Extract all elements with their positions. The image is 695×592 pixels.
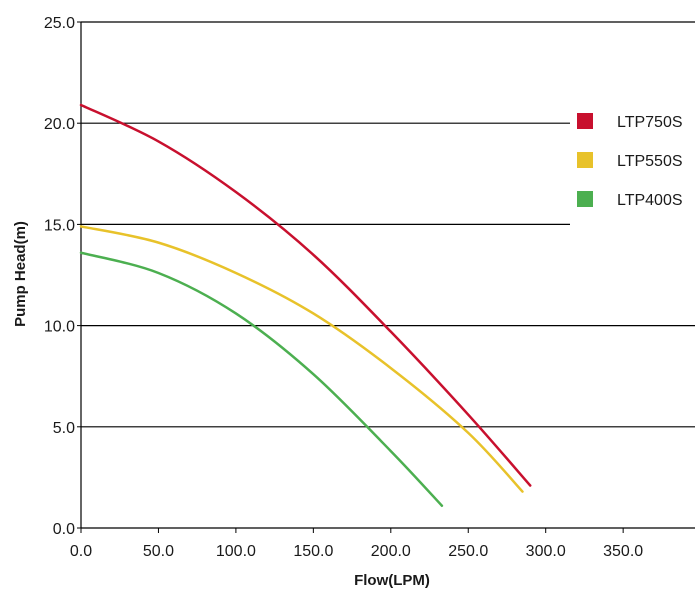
y-tick-labels: 0.0 5.0 10.0 15.0 20.0 25.0 xyxy=(44,15,75,538)
y-tick-label: 0.0 xyxy=(53,521,75,538)
legend-swatch-ltp400s xyxy=(577,191,593,207)
series-line-ltp750s xyxy=(79,103,532,487)
y-axis-title: Pump Head(m) xyxy=(12,221,29,327)
legend-label-ltp400s: LTP400S xyxy=(617,192,683,209)
legend: LTP750S LTP550S LTP400S xyxy=(577,113,683,209)
x-tick-label: 150.0 xyxy=(293,543,333,560)
gridlines xyxy=(81,21,695,428)
x-tick-label: 350.0 xyxy=(603,543,643,560)
series-line-ltp400s xyxy=(79,251,444,507)
x-tick-label: 250.0 xyxy=(448,543,488,560)
x-tick-label: 100.0 xyxy=(216,543,256,560)
y-tick-label: 20.0 xyxy=(44,116,75,133)
x-tick-label: 300.0 xyxy=(526,543,566,560)
legend-label-ltp550s: LTP550S xyxy=(617,153,683,170)
x-tick-label: 200.0 xyxy=(371,543,411,560)
x-axis-title: Flow(LPM) xyxy=(354,572,430,589)
y-tick-label: 5.0 xyxy=(53,420,75,437)
legend-label-ltp750s: LTP750S xyxy=(617,114,683,131)
x-tick-label: 0.0 xyxy=(70,543,92,560)
x-tick-label: 50.0 xyxy=(143,543,174,560)
y-tick-label: 25.0 xyxy=(44,15,75,32)
legend-swatch-ltp750s xyxy=(577,113,593,129)
y-tick-label: 10.0 xyxy=(44,319,75,336)
series-line-ltp550s xyxy=(79,225,524,493)
series-lines xyxy=(79,103,532,507)
y-tick-label: 15.0 xyxy=(44,217,75,234)
legend-swatch-ltp550s xyxy=(577,152,593,168)
x-tick-labels: 0.0 50.0 100.0 150.0 200.0 250.0 300.0 350.0 xyxy=(70,543,643,560)
